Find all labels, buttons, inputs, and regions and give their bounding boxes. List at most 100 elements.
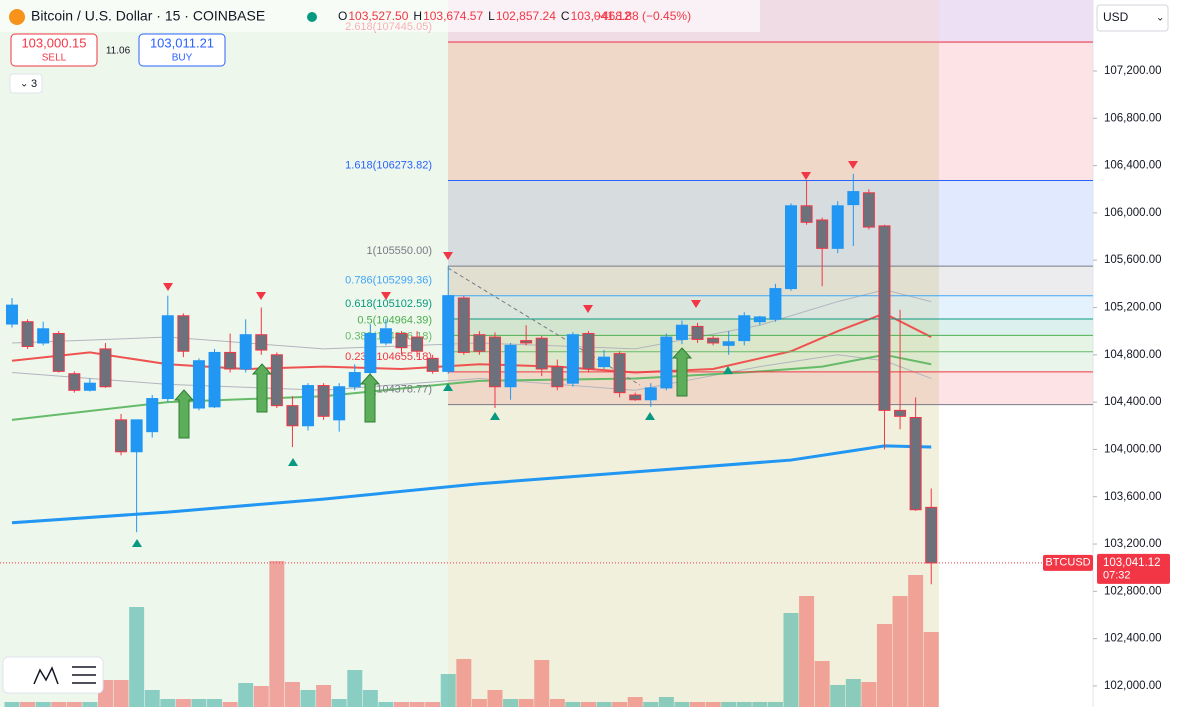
candle-body <box>395 333 408 349</box>
candle-body <box>520 340 533 344</box>
candle-body <box>130 419 143 453</box>
candle-body <box>302 385 315 427</box>
indicator-line <box>11 444 932 525</box>
candle-body <box>862 192 875 228</box>
fib-label: 1.618(106273.82) <box>345 159 432 171</box>
candle-body <box>551 366 564 388</box>
volume-bar <box>549 699 565 707</box>
signal-markers <box>132 366 733 547</box>
candle-body <box>722 341 735 346</box>
volume-bar <box>471 699 487 707</box>
volume-bar <box>284 682 300 707</box>
volume-bar <box>690 702 706 707</box>
y-tick-label: 105,600.00 <box>1104 254 1162 266</box>
volume-bar <box>440 674 456 707</box>
candle-body <box>675 324 688 340</box>
candle-body <box>411 336 424 352</box>
volume-bar <box>35 702 51 707</box>
volume-bar <box>238 683 254 707</box>
volume-bar <box>66 702 82 707</box>
volume-bar <box>409 702 425 707</box>
candle-body <box>83 382 96 391</box>
volume-bar <box>783 613 799 707</box>
chevron: ⌄ <box>20 79 28 90</box>
candle-body <box>21 321 34 348</box>
candle-body <box>738 315 751 342</box>
volume-bar <box>20 702 36 707</box>
volume-bar <box>736 702 752 707</box>
range-overlay <box>448 0 939 707</box>
candle-body <box>644 387 657 401</box>
change: −468.88 (−0.45%) <box>595 9 691 23</box>
candle-body <box>99 348 112 388</box>
volume-bar <box>425 702 441 707</box>
signal-markers <box>163 161 858 313</box>
fib-label: 0.786(105299.36) <box>345 275 432 287</box>
currency-select[interactable] <box>1096 4 1169 32</box>
candle-body <box>598 356 611 368</box>
candle-body <box>925 506 938 564</box>
candle-body <box>317 385 330 417</box>
candle-body <box>785 205 797 290</box>
volume-bar <box>705 702 721 707</box>
volume-bar <box>160 699 176 707</box>
buy-button[interactable] <box>138 33 226 67</box>
volume-bar <box>627 697 643 707</box>
volume-bar <box>222 702 238 707</box>
volume-bar <box>767 702 783 707</box>
volume-bar <box>175 699 191 707</box>
candle-body <box>629 394 642 401</box>
ohlc-key: O <box>338 9 347 23</box>
market-status[interactable] <box>307 12 317 22</box>
candle-body <box>68 373 81 391</box>
toolbar-icon[interactable] <box>72 666 96 684</box>
volume-bar <box>861 682 877 707</box>
y-tick-label: 102,000.00 <box>1104 680 1162 692</box>
fib-label: 1(105550.00) <box>367 245 432 257</box>
toolbar-icon[interactable] <box>33 666 59 685</box>
volume-bar <box>82 702 98 707</box>
candle-body <box>270 354 283 407</box>
candle-body <box>364 333 377 374</box>
buy-price: 103,011.21 <box>150 35 214 50</box>
candle-body <box>909 416 922 511</box>
price-tag-bg <box>1097 553 1170 584</box>
fib-zone <box>448 180 1093 267</box>
candle-body <box>208 351 221 408</box>
candle-body <box>224 351 237 370</box>
price-tag: 103,041.12 <box>1103 557 1161 569</box>
ohlc-value: 102,857.24 <box>496 9 556 23</box>
volume-bar <box>129 607 145 707</box>
volume-bar <box>331 699 347 707</box>
y-tick-label: 106,800.00 <box>1104 112 1162 124</box>
candle-body <box>115 419 128 453</box>
y-tick-label: 104,000.00 <box>1104 443 1162 455</box>
volume-bar <box>674 702 690 707</box>
candle-body <box>177 315 190 352</box>
candle-body <box>426 357 439 372</box>
fib-label: 0.618(105102.59) <box>345 298 432 310</box>
candle-body <box>239 334 252 370</box>
y-tick-label: 103,200.00 <box>1104 538 1162 550</box>
sell-button[interactable] <box>10 33 98 67</box>
fib-label: 0.5(104964.39) <box>357 314 432 326</box>
candle-body <box>800 205 813 223</box>
volume-bar <box>300 690 316 707</box>
volume-bar <box>394 702 409 707</box>
candle-body <box>847 191 860 206</box>
volume-bar <box>534 660 550 707</box>
bitcoin-icon <box>9 9 25 25</box>
indicator-toggle[interactable] <box>9 73 43 94</box>
volume-bar <box>923 632 939 707</box>
volume-bar <box>612 702 628 707</box>
indicator-line <box>11 289 932 350</box>
volume-bar <box>456 659 472 707</box>
y-tick-label: 105,200.00 <box>1104 302 1162 314</box>
sell-label: SELL <box>42 53 67 64</box>
candle-body <box>473 334 486 352</box>
volume-bar <box>845 679 861 707</box>
volume-bar <box>876 624 892 707</box>
volume-bar <box>721 702 737 707</box>
volume-bar <box>191 699 207 707</box>
